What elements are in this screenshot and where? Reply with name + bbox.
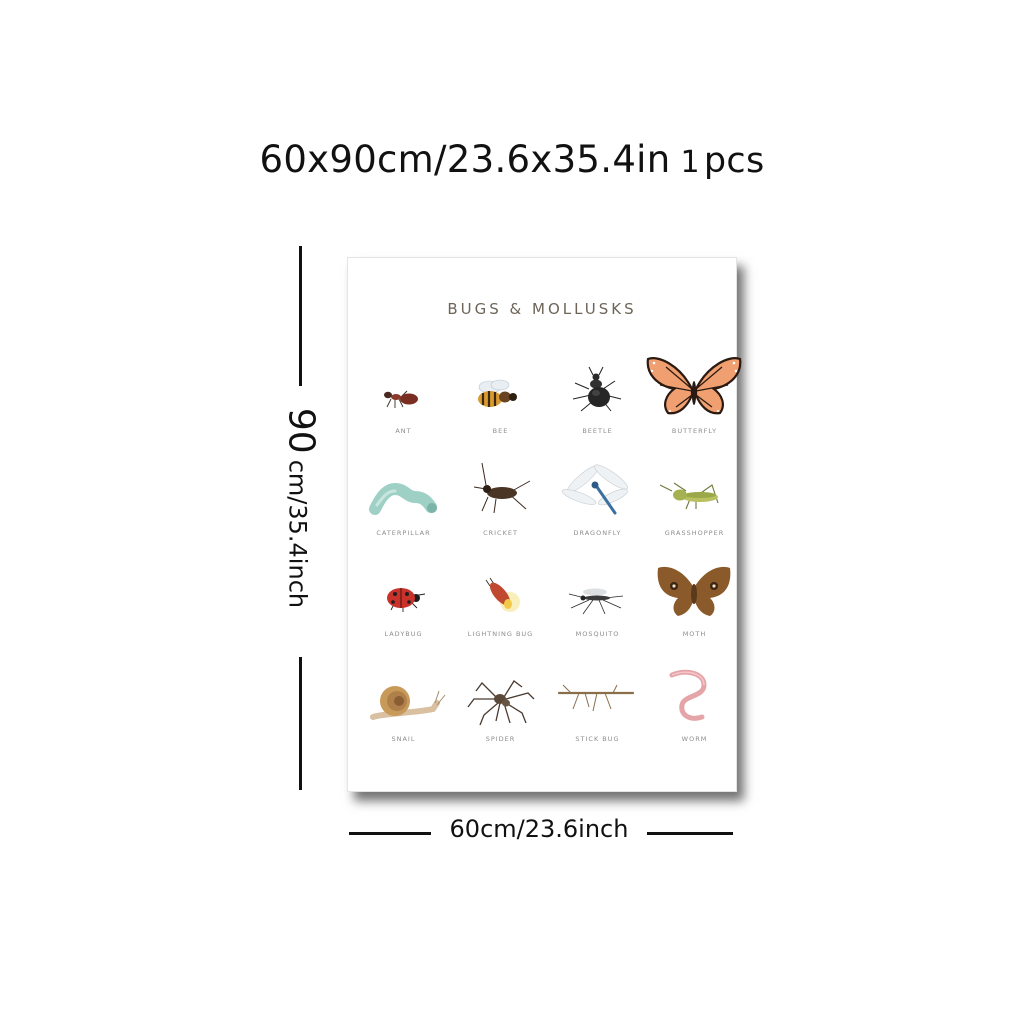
poster-item-snail: SNAIL xyxy=(355,663,452,753)
poster-item-label: CRICKET xyxy=(483,529,518,537)
lightning-bug-icon xyxy=(485,577,520,612)
height-label: 90 cm/35.4inch xyxy=(281,408,322,608)
grasshopper-icon xyxy=(659,482,719,510)
width-label: 60cm/23.6inch xyxy=(449,815,629,843)
poster-item-butterfly: BUTTERFLY xyxy=(646,355,743,445)
poster-item-label: DRAGONFLY xyxy=(573,529,622,537)
poster-item-label: MOSQUITO xyxy=(575,630,620,638)
poster-item-spider: SPIDER xyxy=(452,663,549,753)
poster-item-ant: ANT xyxy=(355,355,452,445)
poster-item-label: SPIDER xyxy=(485,735,516,743)
poster-item-label: GRASSHOPPER xyxy=(664,529,725,537)
poster-item-ladybug: LADYBUG xyxy=(355,558,452,648)
poster-item-caterpillar: CATERPILLAR xyxy=(355,457,452,547)
height-value: 90 xyxy=(280,407,322,454)
width-line-right xyxy=(647,832,733,835)
poster-item-lightning-bug: LIGHTNING BUG xyxy=(452,558,549,648)
poster-item-label: WORM xyxy=(681,735,708,743)
poster-item-cricket: CRICKET xyxy=(452,457,549,547)
poster-item-label: SNAIL xyxy=(391,735,416,743)
height-line-bottom xyxy=(299,657,302,790)
ladybug-icon xyxy=(387,588,426,612)
width-line-left xyxy=(349,832,431,835)
mosquito-icon xyxy=(568,588,624,615)
poster-item-worm: WORM xyxy=(646,663,743,753)
poster-item-label: LIGHTNING BUG xyxy=(467,630,534,638)
spider-icon xyxy=(467,680,535,726)
size-heading: 60x90cm/23.6x35.4in 1 pcs xyxy=(0,138,1024,181)
caterpillar-icon xyxy=(369,482,437,515)
poster-item-moth: MOTH xyxy=(646,558,743,648)
ant-icon xyxy=(384,390,418,408)
poster-item-mosquito: MOSQUITO xyxy=(549,558,646,648)
cricket-icon xyxy=(473,462,531,514)
beetle-icon xyxy=(572,366,622,412)
dragonfly-icon xyxy=(561,464,628,515)
butterfly-icon xyxy=(646,357,742,415)
poster-item-dragonfly: DRAGONFLY xyxy=(549,457,646,547)
poster-item-label: BUTTERFLY xyxy=(671,427,718,435)
poster-item-label: ANT xyxy=(395,427,412,435)
poster-item-label: MOTH xyxy=(682,630,707,638)
worm-icon xyxy=(669,669,707,721)
height-line-top xyxy=(299,246,302,386)
poster-item-label: LADYBUG xyxy=(384,630,423,638)
stick-bug-icon xyxy=(557,684,635,712)
poster-item-label: BEETLE xyxy=(582,427,613,435)
poster-item-grasshopper: GRASSHOPPER xyxy=(646,457,743,547)
poster-item-beetle: BEETLE xyxy=(549,355,646,445)
poster-item-label: STICK BUG xyxy=(575,735,620,743)
bee-icon xyxy=(478,379,517,407)
height-unit: cm/35.4inch xyxy=(283,459,312,609)
size-dimensions: 60x90cm/23.6x35.4in xyxy=(259,138,671,181)
poster-item-label: CATERPILLAR xyxy=(376,529,431,537)
poster-item-bee: BEE xyxy=(452,355,549,445)
quantity-unit: pcs xyxy=(703,141,765,181)
moth-icon xyxy=(657,566,731,616)
poster-item-stick-bug: STICK BUG xyxy=(549,663,646,753)
snail-icon xyxy=(370,686,446,720)
quantity-number: 1 xyxy=(680,145,700,180)
poster-title: BUGS & MOLLUSKS xyxy=(447,300,637,318)
poster: BUGS & MOLLUSKS ANT BEE xyxy=(347,257,742,792)
poster-item-label: BEE xyxy=(492,427,509,435)
